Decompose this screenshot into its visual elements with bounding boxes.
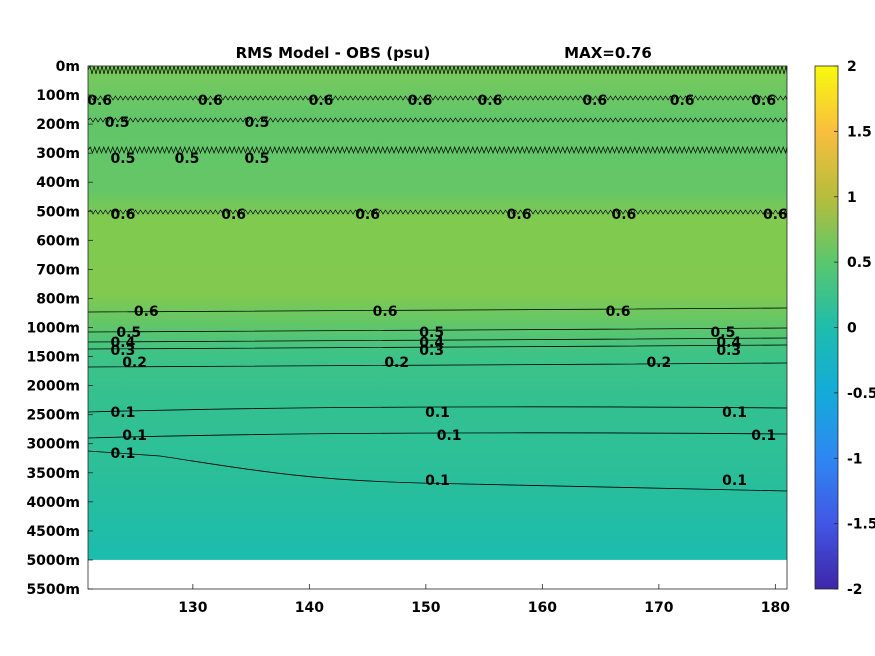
colorbar-tick-label: 0.5 <box>847 255 872 271</box>
contour-label: 0.1 <box>751 428 776 444</box>
y-tick-label: 300m <box>36 146 80 162</box>
contour-line <box>87 362 788 368</box>
contour-label: 0.5 <box>111 151 136 167</box>
x-tick-label: 150 <box>411 600 440 616</box>
contour-label: 0.1 <box>122 428 147 444</box>
y-tick-label: 5500m <box>26 582 80 598</box>
contour-label: 0.1 <box>111 405 136 421</box>
contour-label: 0.6 <box>751 93 776 109</box>
y-tick-label: 700m <box>36 262 80 278</box>
contour-label: 0.6 <box>611 207 636 223</box>
contour-label: 0.6 <box>582 93 607 109</box>
colorbar-tick-label: 1 <box>847 190 857 206</box>
contour-label: 0.5 <box>245 151 270 167</box>
contour-line <box>87 432 788 439</box>
contour-label: 0.5 <box>711 325 736 341</box>
contour-label: 0.6 <box>309 93 334 109</box>
contour-label: 0.6 <box>670 93 695 109</box>
x-tick-label: 130 <box>178 600 207 616</box>
colorbar-tick-label: -0.5 <box>847 386 875 402</box>
contour-label: 0.5 <box>175 151 200 167</box>
contour-label: 0.3 <box>716 343 741 359</box>
contour-line <box>87 344 788 350</box>
contour-label: 0.6 <box>763 207 788 223</box>
contour-label: 0.1 <box>722 405 747 421</box>
colorbar-tick-label: -1 <box>847 451 863 467</box>
contour-label: 0.6 <box>355 207 380 223</box>
y-tick-label: 5000m <box>26 553 80 569</box>
contour-line <box>87 307 788 313</box>
contour-label: 0.1 <box>111 446 136 462</box>
y-tick-label: 200m <box>36 117 80 133</box>
contour-label: 0.6 <box>87 93 112 109</box>
y-tick-label: 1000m <box>26 321 80 337</box>
contour-line <box>87 209 788 215</box>
y-tick-label: 4000m <box>26 495 80 511</box>
contour-label: 0.6 <box>373 304 398 320</box>
contour-label: 0.2 <box>646 355 671 371</box>
y-tick-label: 3000m <box>26 437 80 453</box>
y-tick-label: 2500m <box>26 408 80 424</box>
y-tick-label: 4500m <box>26 524 80 540</box>
contour-label: 0.1 <box>425 473 450 489</box>
contour-label: 0.6 <box>134 304 159 320</box>
y-tick-label: 500m <box>36 204 80 220</box>
contour-line <box>87 337 788 343</box>
x-tick-label: 160 <box>528 600 557 616</box>
contour-label: 0.4 <box>716 335 741 351</box>
x-tick-label: 180 <box>761 600 790 616</box>
no-data-region <box>88 559 787 589</box>
y-tick-label: 1500m <box>26 350 80 366</box>
y-tick-label: 0m <box>56 59 80 75</box>
y-tick-label: 400m <box>36 175 80 191</box>
contour-line <box>87 117 788 123</box>
contour-label: 0.2 <box>122 355 147 371</box>
colorbar-tick-label: -2 <box>847 582 863 598</box>
contour-line <box>87 327 788 333</box>
contour-label: 0.6 <box>478 93 503 109</box>
y-tick-label: 100m <box>36 88 80 104</box>
contour-label: 0.3 <box>419 343 444 359</box>
contour-line <box>87 95 788 101</box>
x-tick-label: 170 <box>644 600 673 616</box>
contour-label: 0.5 <box>105 115 130 131</box>
y-tick-label: 800m <box>36 291 80 307</box>
contour-label: 0.6 <box>507 207 532 223</box>
y-tick-label: 3500m <box>26 466 80 482</box>
y-tick-label: 2000m <box>26 379 80 395</box>
contour-label: 0.6 <box>408 93 433 109</box>
x-tick-label: 140 <box>295 600 324 616</box>
colorbar-tick-label: 1.5 <box>847 124 872 140</box>
contour-label: 0.5 <box>419 325 444 341</box>
contour-line <box>87 450 788 492</box>
contour-label: 0.1 <box>722 473 747 489</box>
colorbar-tick-label: 0 <box>847 321 857 337</box>
contour-label: 0.5 <box>116 325 141 341</box>
contour-label: 0.4 <box>419 335 444 351</box>
contour-label: 0.1 <box>425 405 450 421</box>
contour-label: 0.3 <box>111 343 136 359</box>
contour-label: 0.1 <box>437 428 462 444</box>
contour-label: 0.2 <box>384 355 409 371</box>
chart-title: RMS Model - OBS (psu) <box>236 44 431 62</box>
y-tick-label: 600m <box>36 233 80 249</box>
contour-label: 0.4 <box>111 335 136 351</box>
contour-label: 0.6 <box>198 93 223 109</box>
contour-line <box>87 406 788 413</box>
contour-label: 0.6 <box>111 207 136 223</box>
max-label: MAX=0.76 <box>564 44 652 62</box>
contour-label: 0.6 <box>221 207 246 223</box>
contour-label: 0.5 <box>245 115 270 131</box>
contour-line <box>87 146 788 155</box>
colorbar-tick-label: 2 <box>847 59 857 75</box>
colorbar-tick-label: -1.5 <box>847 517 875 533</box>
contour-label: 0.6 <box>606 304 631 320</box>
